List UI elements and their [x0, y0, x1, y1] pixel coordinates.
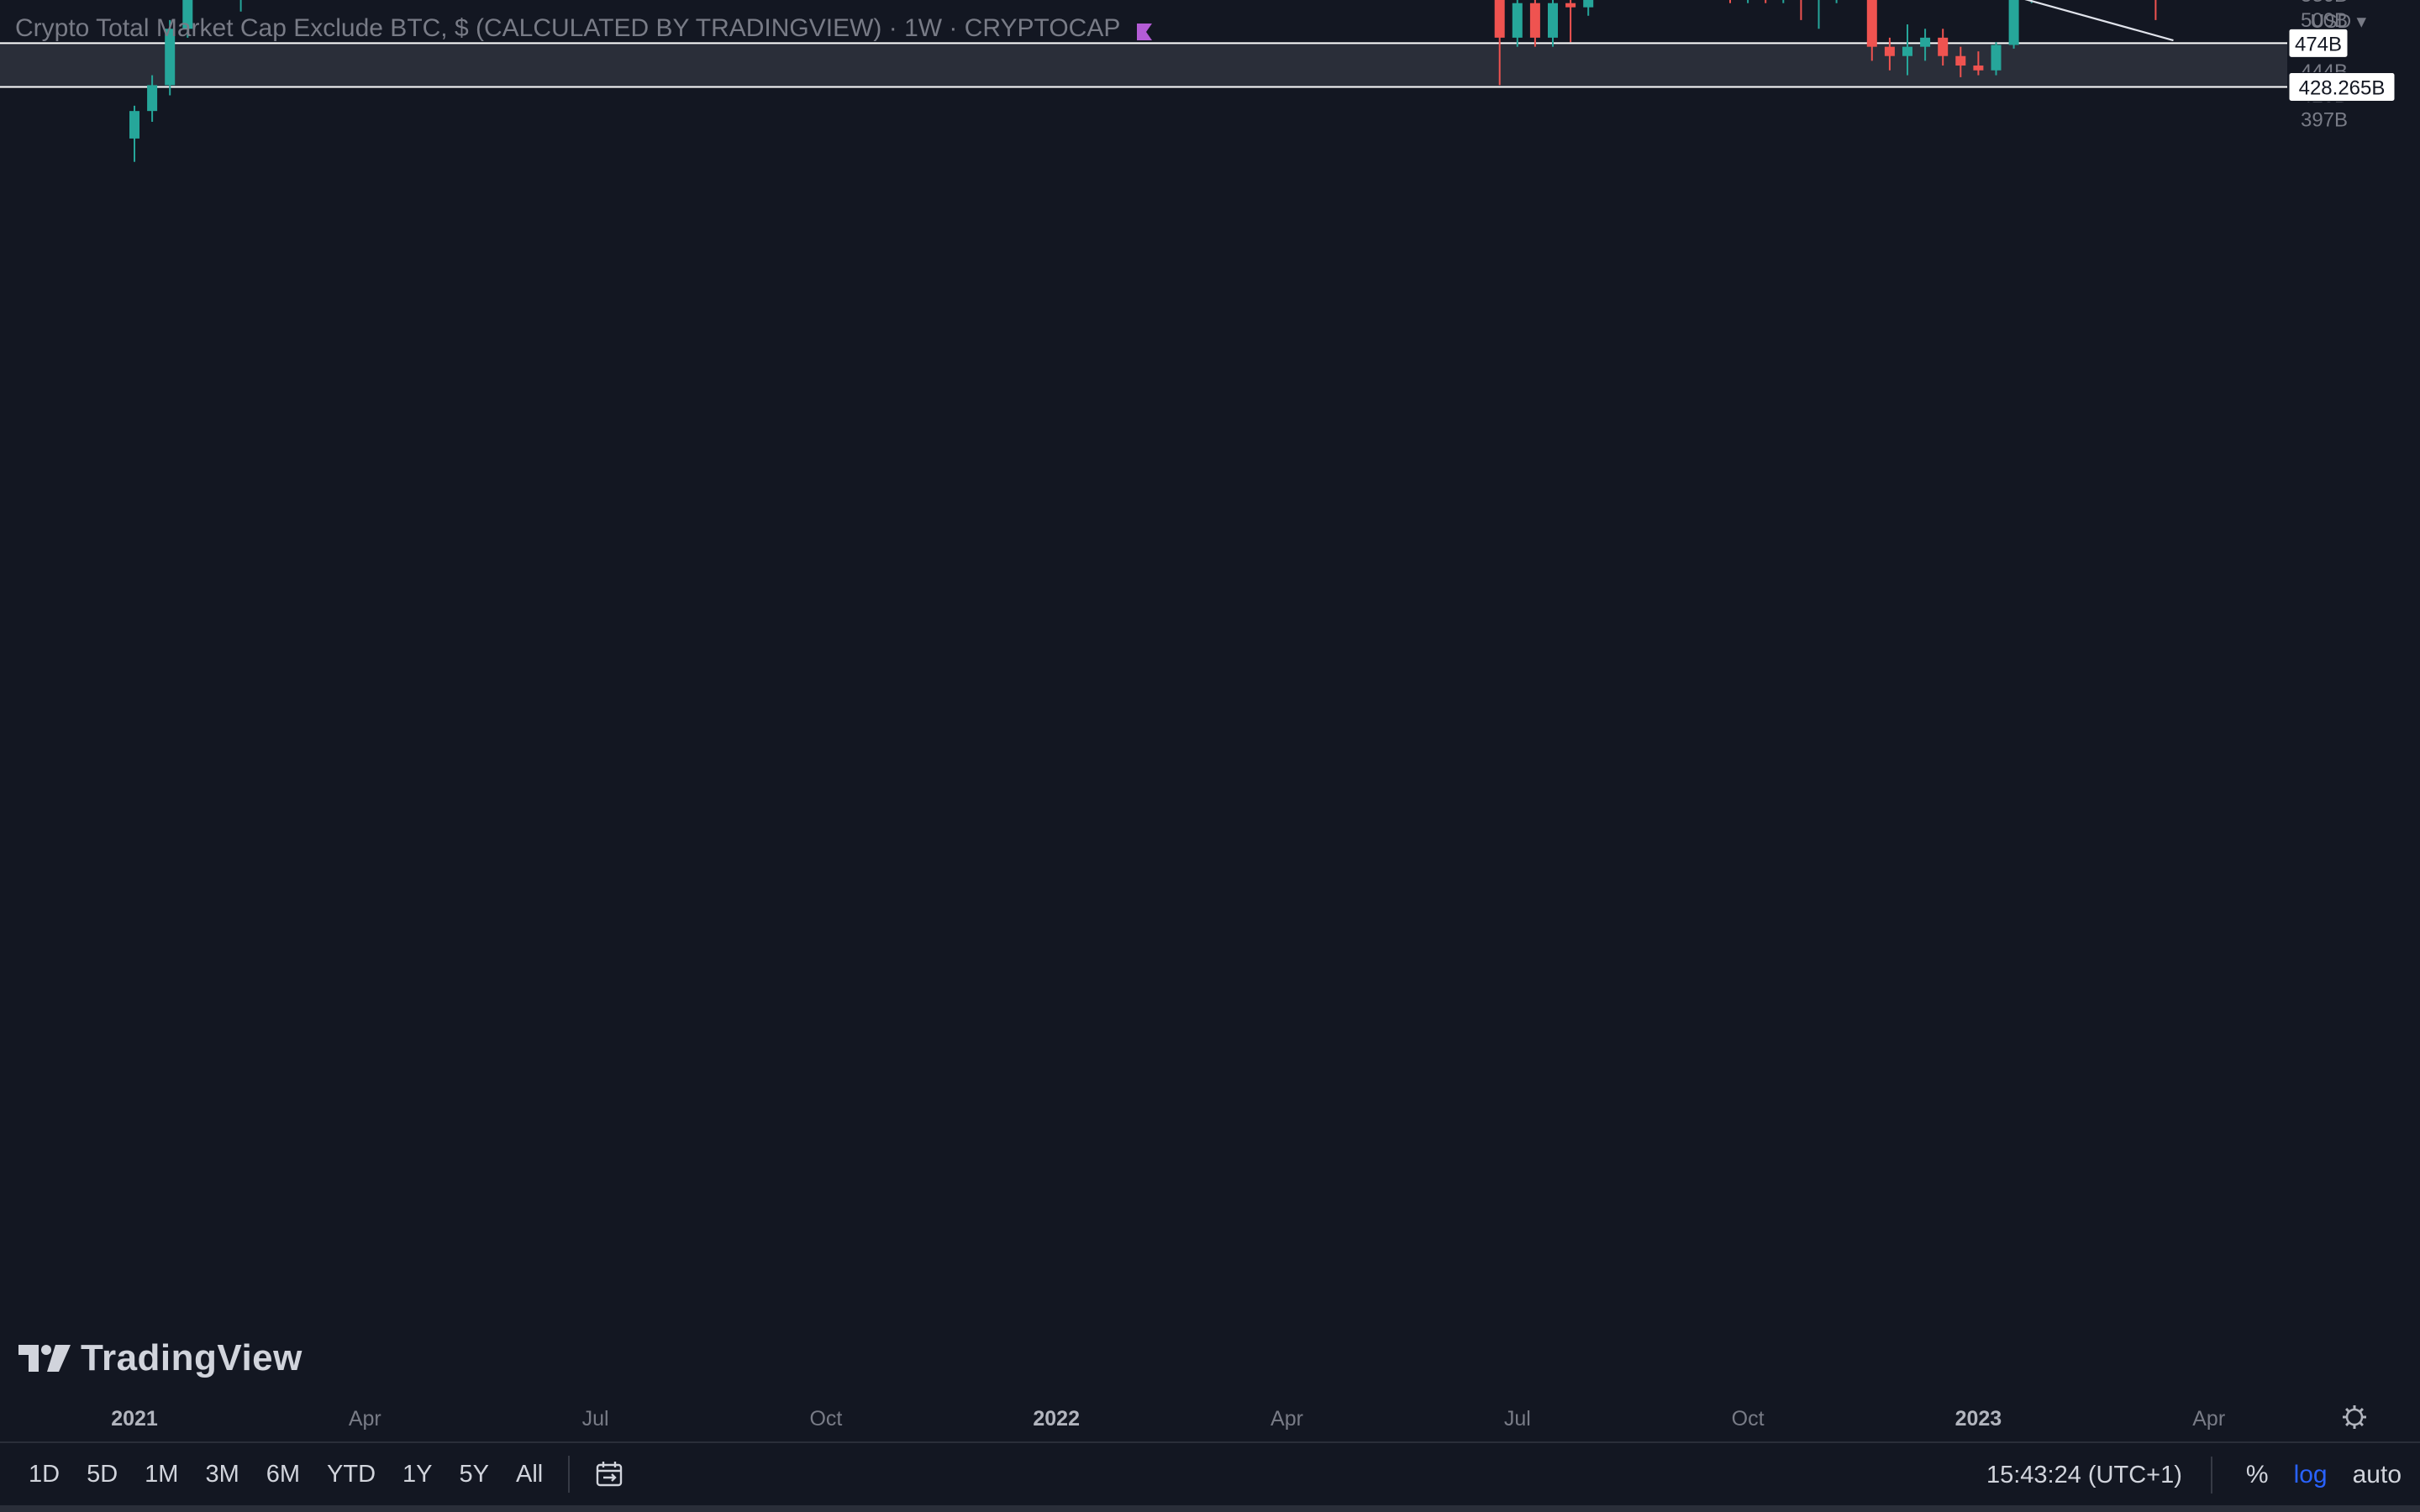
candle-body — [1902, 46, 1912, 56]
x-axis-tick-label: Jul — [1504, 1407, 1531, 1431]
toolbar-divider — [568, 1456, 571, 1493]
y-axis-tick-label: 500B — [2301, 9, 2348, 32]
candle-body — [1973, 66, 1984, 71]
candle-body — [1529, 3, 1540, 38]
timeframe-6m-button[interactable]: 6M — [266, 1460, 301, 1488]
candle-body — [182, 0, 193, 29]
gear-icon[interactable] — [2343, 1405, 2366, 1429]
y-axis-tick-label: 397B — [2301, 108, 2348, 131]
x-axis-tick-label: 2021 — [111, 1407, 158, 1431]
tradingview-logo: TradingView — [18, 1337, 302, 1379]
x-axis-tick-label: 2022 — [1033, 1407, 1080, 1431]
y-axis-tick-label: 530B — [2301, 0, 2348, 7]
toolbar-right-group: 15:43:24 (UTC+1) % log auto — [1986, 1443, 2420, 1507]
x-axis-tick-label: Oct — [1732, 1407, 1765, 1431]
candle-body — [1512, 3, 1523, 38]
toolbar-divider — [2210, 1457, 2212, 1494]
tradingview-logo-text: TradingView — [81, 1337, 302, 1378]
chart-title-row: Crypto Total Market Cap Exclude BTC, $ (… — [15, 12, 1154, 45]
candle-body — [1955, 55, 1966, 66]
candle-body — [1494, 0, 1505, 38]
chart-title: Crypto Total Market Cap Exclude BTC, $ (… — [15, 14, 1121, 42]
candle-body — [2008, 0, 2019, 45]
candle-body — [1920, 37, 1931, 47]
timeframe-5d-button[interactable]: 5D — [87, 1460, 118, 1488]
timeframe-1y-button[interactable]: 1Y — [402, 1460, 433, 1488]
auto-scale-button[interactable]: auto — [2352, 1461, 2402, 1488]
timeframe-5y-button[interactable]: 5Y — [459, 1460, 490, 1488]
level-price-label: 428.265B — [2299, 76, 2386, 99]
trendline — [2024, 0, 2174, 42]
candle-body — [1565, 3, 1576, 8]
candle-body — [129, 111, 139, 139]
x-axis-tick-label: Apr — [2192, 1407, 2225, 1431]
percent-scale-button[interactable]: % — [2245, 1461, 2269, 1488]
candle-body — [1991, 45, 2002, 71]
timeframe-ytd-button[interactable]: YTD — [327, 1460, 376, 1488]
flag-icon[interactable] — [1135, 19, 1154, 40]
timeframe-3m-button[interactable]: 3M — [205, 1460, 239, 1488]
chart-canvas[interactable]: 397B420B444B500B530B570B610B690B730B790B… — [0, 0, 2420, 1441]
candle-body — [1884, 46, 1895, 56]
x-axis-tick-label: Apr — [1270, 1407, 1303, 1431]
bottom-toolbar: 1D 5D 1M 3M 6M YTD 1Y 5Y All 15:43:24 (U… — [0, 1441, 2420, 1505]
level-price-label: 474B — [2295, 33, 2342, 55]
calendar-range-icon[interactable] — [595, 1460, 623, 1488]
log-scale-button[interactable]: log — [2293, 1461, 2328, 1488]
candle-body — [147, 85, 158, 112]
clock-timezone[interactable]: 15:43:24 (UTC+1) — [1986, 1461, 2182, 1488]
candle-body — [1583, 0, 1594, 8]
x-axis-tick-label: Oct — [809, 1407, 842, 1431]
timeframe-1m-button[interactable]: 1M — [145, 1460, 179, 1488]
candle-body — [165, 29, 176, 86]
candle-body — [1938, 37, 1949, 56]
x-axis-tick-label: Jul — [582, 1407, 609, 1431]
timeframe-all-button[interactable]: All — [516, 1460, 544, 1488]
level-price-box — [2288, 71, 2396, 102]
timeframe-1d-button[interactable]: 1D — [29, 1460, 60, 1488]
x-axis-tick-label: Apr — [349, 1407, 381, 1431]
currency-selector[interactable]: USD ▾ — [2310, 10, 2367, 32]
bottom-strip — [0, 1505, 2420, 1512]
level-price-box — [2288, 28, 2349, 58]
candle-body — [1548, 3, 1558, 38]
candle-body — [1866, 0, 1877, 47]
x-axis-tick-label: 2023 — [1955, 1407, 2002, 1431]
tradingview-logo-icon — [18, 1345, 71, 1372]
